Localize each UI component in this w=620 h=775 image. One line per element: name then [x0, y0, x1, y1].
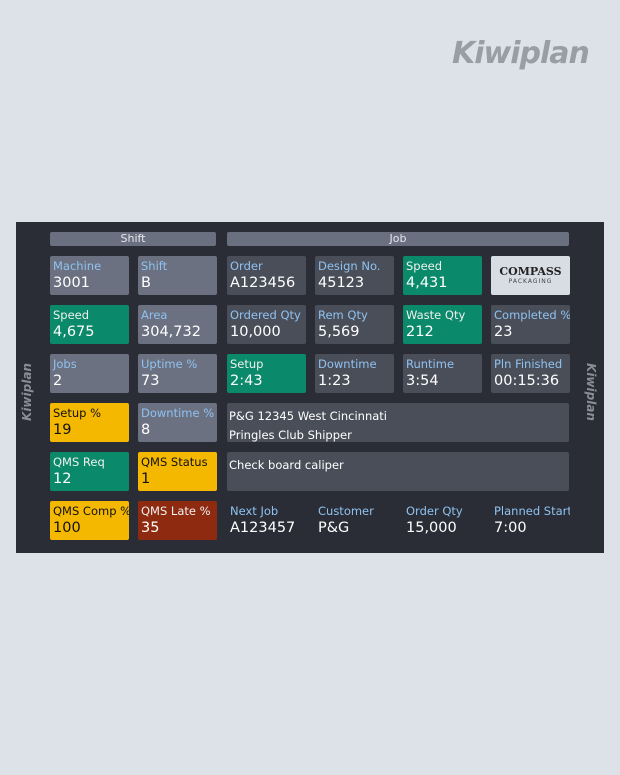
tile-label: Machine — [53, 259, 102, 273]
logo-sub: PACKAGING — [508, 278, 553, 285]
tile-label: Planned Start — [494, 504, 570, 518]
tile-value: 212 — [406, 324, 434, 340]
kpi-tile: Next Job A123457 — [227, 501, 306, 540]
kpi-tile: Order A123456 — [227, 256, 306, 295]
kpi-tile: Runtime 3:54 — [403, 354, 482, 393]
tile-label: Design No. — [318, 259, 381, 273]
tile-value: 2 — [53, 373, 63, 389]
tile-label: Area — [141, 308, 168, 322]
tile-label: Setup % — [53, 406, 102, 420]
kpi-tile: Uptime % 73 — [138, 354, 217, 393]
tile-value: 1 — [141, 471, 151, 487]
tile-label: Setup — [230, 357, 264, 371]
section-header: Job — [227, 232, 569, 246]
note-tile: P&G 12345 West Cincinnati Pringles Club S… — [227, 403, 569, 442]
tile-value: 45123 — [318, 275, 365, 291]
tile-value: 35 — [141, 520, 160, 536]
tile-value: 5,569 — [318, 324, 360, 340]
note-tile: Check board caliper — [227, 452, 569, 491]
tile-value: 10,000 — [230, 324, 281, 340]
tile-label: Downtime % — [141, 406, 215, 420]
tile-label: Order — [230, 259, 263, 273]
tile-label: Jobs — [53, 357, 77, 371]
tile-value: P&G — [318, 520, 350, 536]
tile-value: 23 — [494, 324, 513, 340]
kpi-tile: Ordered Qty 10,000 — [227, 305, 306, 344]
kpi-tile: Planned Start 7:00 — [491, 501, 570, 540]
tile-value: 00:15:36 — [494, 373, 560, 389]
tile-label: Speed — [53, 308, 90, 322]
tile-label: Runtime — [406, 357, 455, 371]
tile-value: 100 — [53, 520, 81, 536]
note-line: P&G 12345 West Cincinnati — [229, 409, 387, 423]
kpi-tile: Completed % 23 — [491, 305, 570, 344]
tile-value: B — [141, 275, 151, 291]
kpi-tile: Area 304,732 — [138, 305, 217, 344]
tile-value: 7:00 — [494, 520, 527, 536]
tile-value: 304,732 — [141, 324, 201, 340]
kpi-tile: Speed 4,675 — [50, 305, 129, 344]
kpi-tile: Setup % 19 — [50, 403, 129, 442]
tile-label: Rem Qty — [318, 308, 368, 322]
tile-label: QMS Comp % — [53, 504, 129, 518]
side-brand: Kiwiplan — [19, 363, 34, 421]
tile-label: Next Job — [230, 504, 279, 518]
tile-value: 73 — [141, 373, 160, 389]
tile-label: Shift — [141, 259, 168, 273]
kpi-tile: QMS Late % 35 — [138, 501, 217, 540]
tile-value: 19 — [53, 422, 72, 438]
tile-value: 4,675 — [53, 324, 95, 340]
logo-name: COMPASS — [499, 265, 562, 278]
tile-label: QMS Req — [53, 455, 105, 469]
note-line: Check board caliper — [229, 458, 344, 472]
tile-label: Speed — [406, 259, 443, 273]
kpi-tile: Jobs 2 — [50, 354, 129, 393]
tile-label: Completed % — [494, 308, 570, 322]
tile-label: Order Qty — [406, 504, 463, 518]
kpi-tile: Customer P&G — [315, 501, 394, 540]
kpi-tile: Setup 2:43 — [227, 354, 306, 393]
tile-value: 3001 — [53, 275, 90, 291]
tile-value: A123456 — [230, 275, 296, 291]
kpi-tile: QMS Req 12 — [50, 452, 129, 491]
kpi-tile: Design No. 45123 — [315, 256, 394, 295]
kpi-tile: Downtime % 8 — [138, 403, 217, 442]
kpi-tile: Pln Finished 00:15:36 — [491, 354, 570, 393]
tile-label: Downtime — [318, 357, 377, 371]
tile-value: 8 — [141, 422, 151, 438]
customer-logo: COMPASS PACKAGING — [491, 256, 570, 295]
tile-value: 15,000 — [406, 520, 457, 536]
tile-label: Pln Finished — [494, 357, 563, 371]
kpi-tile: Shift B — [138, 256, 217, 295]
kpi-tile: Machine 3001 — [50, 256, 129, 295]
note-line: Pringles Club Shipper — [229, 428, 352, 442]
kpi-tile: Downtime 1:23 — [315, 354, 394, 393]
tile-label: Ordered Qty — [230, 308, 301, 322]
tile-value: 4,431 — [406, 275, 448, 291]
tile-label: QMS Status — [141, 455, 208, 469]
kpi-tile: Waste Qty 212 — [403, 305, 482, 344]
brand-logo: Kiwiplan — [452, 36, 590, 71]
kpi-tile: Rem Qty 5,569 — [315, 305, 394, 344]
tile-value: A123457 — [230, 520, 296, 536]
kpi-tile: QMS Comp % 100 — [50, 501, 129, 540]
kpi-tile: Order Qty 15,000 — [403, 501, 482, 540]
tile-value: 2:43 — [230, 373, 263, 389]
tile-label: QMS Late % — [141, 504, 211, 518]
tile-label: Customer — [318, 504, 374, 518]
kpi-tile: QMS Status 1 — [138, 452, 217, 491]
tile-label: Uptime % — [141, 357, 198, 371]
tile-label: Waste Qty — [406, 308, 466, 322]
side-brand: Kiwiplan — [583, 363, 598, 421]
kpi-tile: Speed 4,431 — [403, 256, 482, 295]
tile-value: 12 — [53, 471, 72, 487]
tile-value: 3:54 — [406, 373, 439, 389]
tile-value: 1:23 — [318, 373, 351, 389]
section-header: Shift — [50, 232, 216, 246]
